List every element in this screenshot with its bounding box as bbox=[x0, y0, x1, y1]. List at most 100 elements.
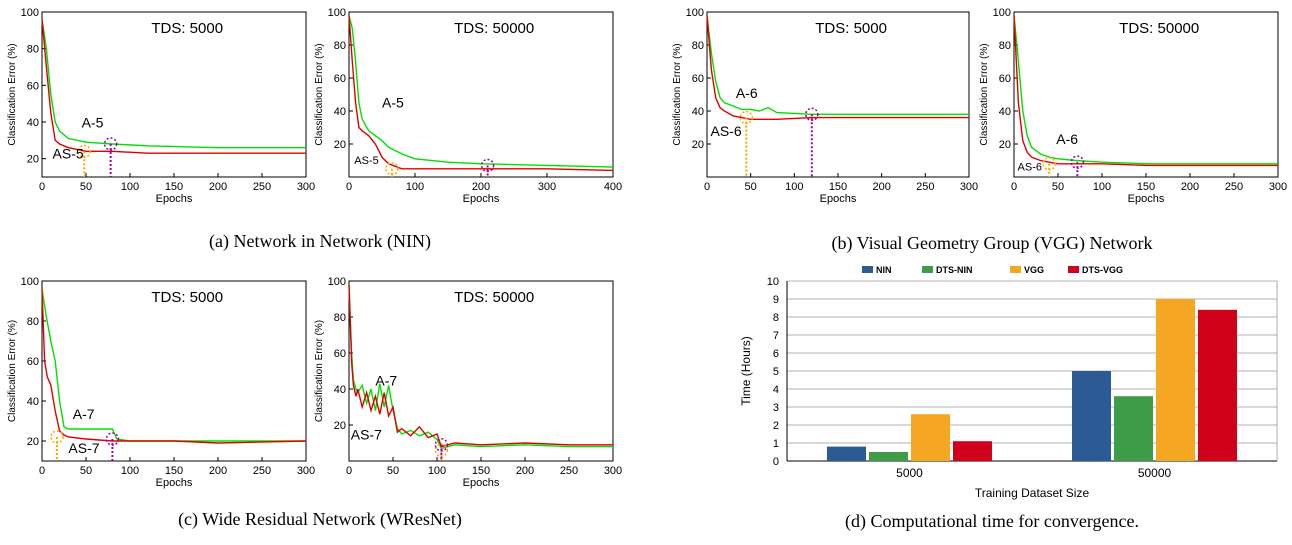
x-tick-label: 0 bbox=[39, 181, 45, 193]
marker-circle bbox=[1042, 157, 1056, 171]
caption-c: (c) Wide Residual Network (WResNet) bbox=[178, 509, 462, 530]
marker-circle bbox=[480, 158, 495, 173]
x-tick-label: 200 bbox=[1181, 181, 1199, 193]
legend-label-nin: NIN bbox=[876, 265, 892, 275]
annotation-label: A-7 bbox=[375, 372, 397, 388]
bar-dts-nin-5000 bbox=[869, 452, 908, 461]
marker-circle bbox=[434, 438, 449, 452]
x-tick-label: 200 bbox=[209, 465, 227, 477]
panel-title: TDS: 5000 bbox=[151, 289, 223, 306]
caption-d: (d) Computational time for convergence. bbox=[845, 511, 1139, 532]
marker-circle bbox=[739, 110, 754, 125]
caption-b: (b) Visual Geometry Group (VGG) Network bbox=[831, 233, 1152, 254]
y-tick-label: 0 bbox=[773, 456, 779, 468]
y-axis-label: Classification Error (%) bbox=[314, 320, 325, 422]
marker-circle bbox=[50, 430, 64, 444]
marker-circle bbox=[77, 144, 91, 159]
y-tick-label: 20 bbox=[692, 139, 704, 151]
x-axis-label: Epochs bbox=[156, 477, 193, 489]
line-panel-nin-5000: 0 50 100 150 200 250 300 20 40 60 80 100 Epochs Class… bbox=[7, 7, 315, 205]
y-tick-label: 9 bbox=[773, 294, 779, 306]
y-tick-label: 7 bbox=[773, 330, 779, 342]
series-line-green bbox=[1013, 15, 1278, 165]
y-tick-label: 40 bbox=[999, 106, 1011, 118]
legend-swatch-vgg bbox=[1010, 266, 1021, 273]
y-tick-label: 100 bbox=[328, 7, 346, 19]
x-tick-label: 300 bbox=[960, 181, 978, 193]
time-bar-chart: 0 1 2 3 4 5 6 7 8 9 10 5000 50000 Training Dataset Si… bbox=[739, 265, 1278, 500]
y-tick-label: 3 bbox=[773, 402, 779, 414]
caption-a: (a) Network in Network (NIN) bbox=[209, 231, 431, 252]
y-tick-label: 60 bbox=[27, 356, 39, 368]
x-tick-label: 150 bbox=[1137, 181, 1155, 193]
line-panels: 0 50 100 150 200 250 30020406080100EpochsClass… bbox=[7, 7, 1287, 489]
marker-circle bbox=[105, 432, 120, 446]
y-tick-label: 40 bbox=[334, 384, 346, 396]
x-tick-label: 250 bbox=[916, 181, 934, 193]
annotation-label: A-7 bbox=[73, 406, 95, 422]
line-panel-wresnet-5000: 0 50 100 150 200 250 300 20 40 60 80 100 Epochs Class… bbox=[7, 276, 315, 489]
x-tick-label: 300 bbox=[538, 181, 556, 193]
x-tick-label: 50 bbox=[80, 465, 92, 477]
panel-title: TDS: 5000 bbox=[151, 20, 223, 37]
x-tick-label: 200 bbox=[872, 181, 890, 193]
bar-vgg-50000 bbox=[1156, 299, 1195, 461]
bar-dts-vgg-50000 bbox=[1198, 309, 1237, 461]
x-tick-label: 200 bbox=[209, 181, 227, 193]
line-panel-nin-50000: 0 100 200 300 400 20 40 60 80 100 Epochs Classifica… bbox=[314, 7, 622, 205]
legend-swatch-dts-vgg bbox=[1068, 266, 1079, 273]
x-tick-label: 200 bbox=[472, 181, 490, 193]
x-tick-label: 300 bbox=[297, 465, 315, 477]
y-tick-label: 6 bbox=[773, 348, 779, 360]
y-tick-label: 100 bbox=[21, 7, 39, 19]
x-tick-label: 300 bbox=[1269, 181, 1287, 193]
marker-circle bbox=[434, 443, 449, 457]
series-line-green bbox=[348, 284, 613, 450]
x-tick-label: 300 bbox=[604, 465, 622, 477]
y-tick-label: 5 bbox=[773, 366, 779, 378]
legend-label-dts-vgg: DTS-VGG bbox=[1082, 265, 1123, 275]
y-axis-label: Time (Hours) bbox=[739, 336, 753, 406]
x-tick-label: 100 bbox=[1093, 181, 1111, 193]
y-tick-label: 4 bbox=[773, 384, 779, 396]
x-tick-label: 50000 bbox=[1138, 466, 1172, 480]
annotation-label: AS-6 bbox=[710, 123, 741, 139]
panel-title: TDS: 5000 bbox=[815, 20, 887, 37]
x-tick-label: 250 bbox=[560, 465, 578, 477]
x-axis-label: Epochs bbox=[820, 193, 857, 205]
series-line-red bbox=[41, 19, 306, 154]
x-tick-label: 200 bbox=[516, 465, 534, 477]
x-tick-label: 150 bbox=[829, 181, 847, 193]
line-panel-vgg-5000: 0 50 100 150 200 250 300 20 40 60 80 100 Epochs Class… bbox=[672, 7, 978, 205]
y-tick-label: 2 bbox=[773, 420, 779, 432]
series-line-red bbox=[348, 284, 613, 448]
annotation-label: AS-7 bbox=[68, 440, 99, 456]
series-line-green bbox=[348, 15, 614, 168]
y-tick-label: 100 bbox=[328, 276, 346, 288]
x-tick-label: 0 bbox=[346, 181, 352, 193]
y-tick-label: 20 bbox=[334, 139, 346, 151]
y-tick-label: 1 bbox=[773, 438, 779, 450]
marker-circle bbox=[103, 137, 118, 151]
annotation-label: AS-6 bbox=[1018, 161, 1042, 173]
annotation-label: A-6 bbox=[736, 85, 758, 101]
panel-title: TDS: 50000 bbox=[454, 289, 534, 306]
x-tick-label: 100 bbox=[428, 465, 446, 477]
series-line-green bbox=[41, 19, 306, 149]
y-axis-label: Classification Error (%) bbox=[7, 320, 18, 422]
y-tick-label: 80 bbox=[999, 40, 1011, 52]
y-tick-label: 60 bbox=[692, 73, 704, 85]
y-tick-label: 20 bbox=[27, 154, 39, 166]
bar-nin-50000 bbox=[1072, 371, 1111, 461]
marker-circle bbox=[1070, 155, 1085, 169]
x-tick-label: 150 bbox=[165, 181, 183, 193]
plot-frame bbox=[348, 280, 614, 462]
annotation-label: A-6 bbox=[1056, 131, 1078, 147]
y-tick-label: 40 bbox=[334, 106, 346, 118]
y-tick-label: 40 bbox=[692, 106, 704, 118]
x-tick-label: 300 bbox=[297, 181, 315, 193]
y-tick-label: 8 bbox=[773, 312, 779, 324]
y-tick-label: 80 bbox=[27, 44, 39, 56]
x-axis-label: Training Dataset Size bbox=[975, 486, 1090, 500]
